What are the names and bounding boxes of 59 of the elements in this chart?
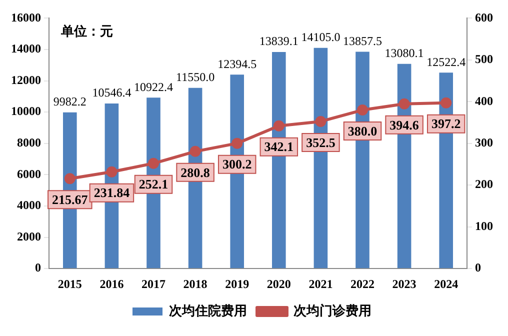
data-label: 397.2 bbox=[431, 116, 461, 132]
x-tick-label: 2015 bbox=[58, 276, 82, 291]
x-tick-label: 2016 bbox=[100, 276, 124, 291]
point bbox=[398, 98, 410, 110]
data-label: 300.2 bbox=[222, 156, 252, 172]
x-tick-label: 2023 bbox=[392, 276, 416, 291]
y2-tick-label: 500 bbox=[475, 52, 493, 66]
x-tick-label: 2020 bbox=[266, 276, 291, 291]
y-tick-label: 14000 bbox=[11, 42, 41, 56]
data-label: 13839.1 bbox=[259, 34, 298, 48]
data-label: 12394.5 bbox=[218, 56, 257, 71]
data-label: 342.1 bbox=[264, 139, 294, 154]
data-label: 12522.4 bbox=[426, 54, 466, 69]
point bbox=[190, 146, 201, 157]
point bbox=[357, 104, 368, 116]
data-label: 380.0 bbox=[348, 123, 378, 138]
point bbox=[64, 173, 76, 184]
x-tick-label: 2017 bbox=[142, 276, 166, 291]
data-label: 10546.4 bbox=[92, 86, 132, 100]
data-label: 215.67 bbox=[52, 192, 88, 207]
data-label: 13857.5 bbox=[343, 34, 382, 48]
y2-tick-label: 100 bbox=[475, 218, 493, 233]
x-tick-label: 2021 bbox=[308, 276, 333, 291]
data-label: 10922.4 bbox=[134, 80, 173, 94]
y2-tick-label: 200 bbox=[475, 177, 493, 192]
data-label: 231.84 bbox=[94, 185, 130, 200]
point bbox=[440, 97, 452, 108]
data-label: 252.1 bbox=[138, 176, 168, 192]
point bbox=[106, 166, 118, 178]
x-tick-label: 2019 bbox=[225, 276, 250, 291]
y-tick-label: 8000 bbox=[17, 135, 41, 150]
data-label: 13080.1 bbox=[384, 46, 424, 60]
point bbox=[273, 120, 284, 132]
y-tick-label: 0 bbox=[35, 260, 41, 275]
y2-tick-label: 600 bbox=[475, 10, 493, 24]
x-tick-label: 2022 bbox=[350, 276, 374, 291]
data-label: 9982.2 bbox=[53, 94, 86, 109]
point bbox=[232, 138, 243, 149]
point bbox=[148, 158, 159, 169]
y-tick-label: 2000 bbox=[17, 229, 41, 244]
x-tick-label: 2024 bbox=[434, 276, 458, 291]
y2-tick-label: 400 bbox=[475, 94, 493, 108]
data-label: 352.5 bbox=[306, 134, 336, 150]
point bbox=[315, 116, 326, 127]
data-label: 394.6 bbox=[390, 117, 420, 132]
data-label: 280.8 bbox=[180, 164, 210, 180]
x-tick-label: 2018 bbox=[183, 276, 208, 291]
data-label: 14105.0 bbox=[301, 30, 340, 44]
y-tick-label: 6000 bbox=[17, 166, 41, 181]
y-tick-label: 10000 bbox=[11, 104, 41, 118]
legend-label: 次均住院费用 bbox=[169, 302, 247, 318]
y2-tick-label: 300 bbox=[475, 135, 493, 150]
annotation: 单位：元 bbox=[60, 24, 113, 39]
legend-label: 次均门诊费用 bbox=[294, 302, 372, 318]
data-label: 11550.0 bbox=[176, 70, 215, 84]
y-tick-label: 4000 bbox=[17, 198, 41, 212]
y2-tick-label: 0 bbox=[475, 260, 481, 275]
y-tick-label: 16000 bbox=[11, 10, 41, 24]
y-tick-label: 12000 bbox=[11, 72, 41, 87]
